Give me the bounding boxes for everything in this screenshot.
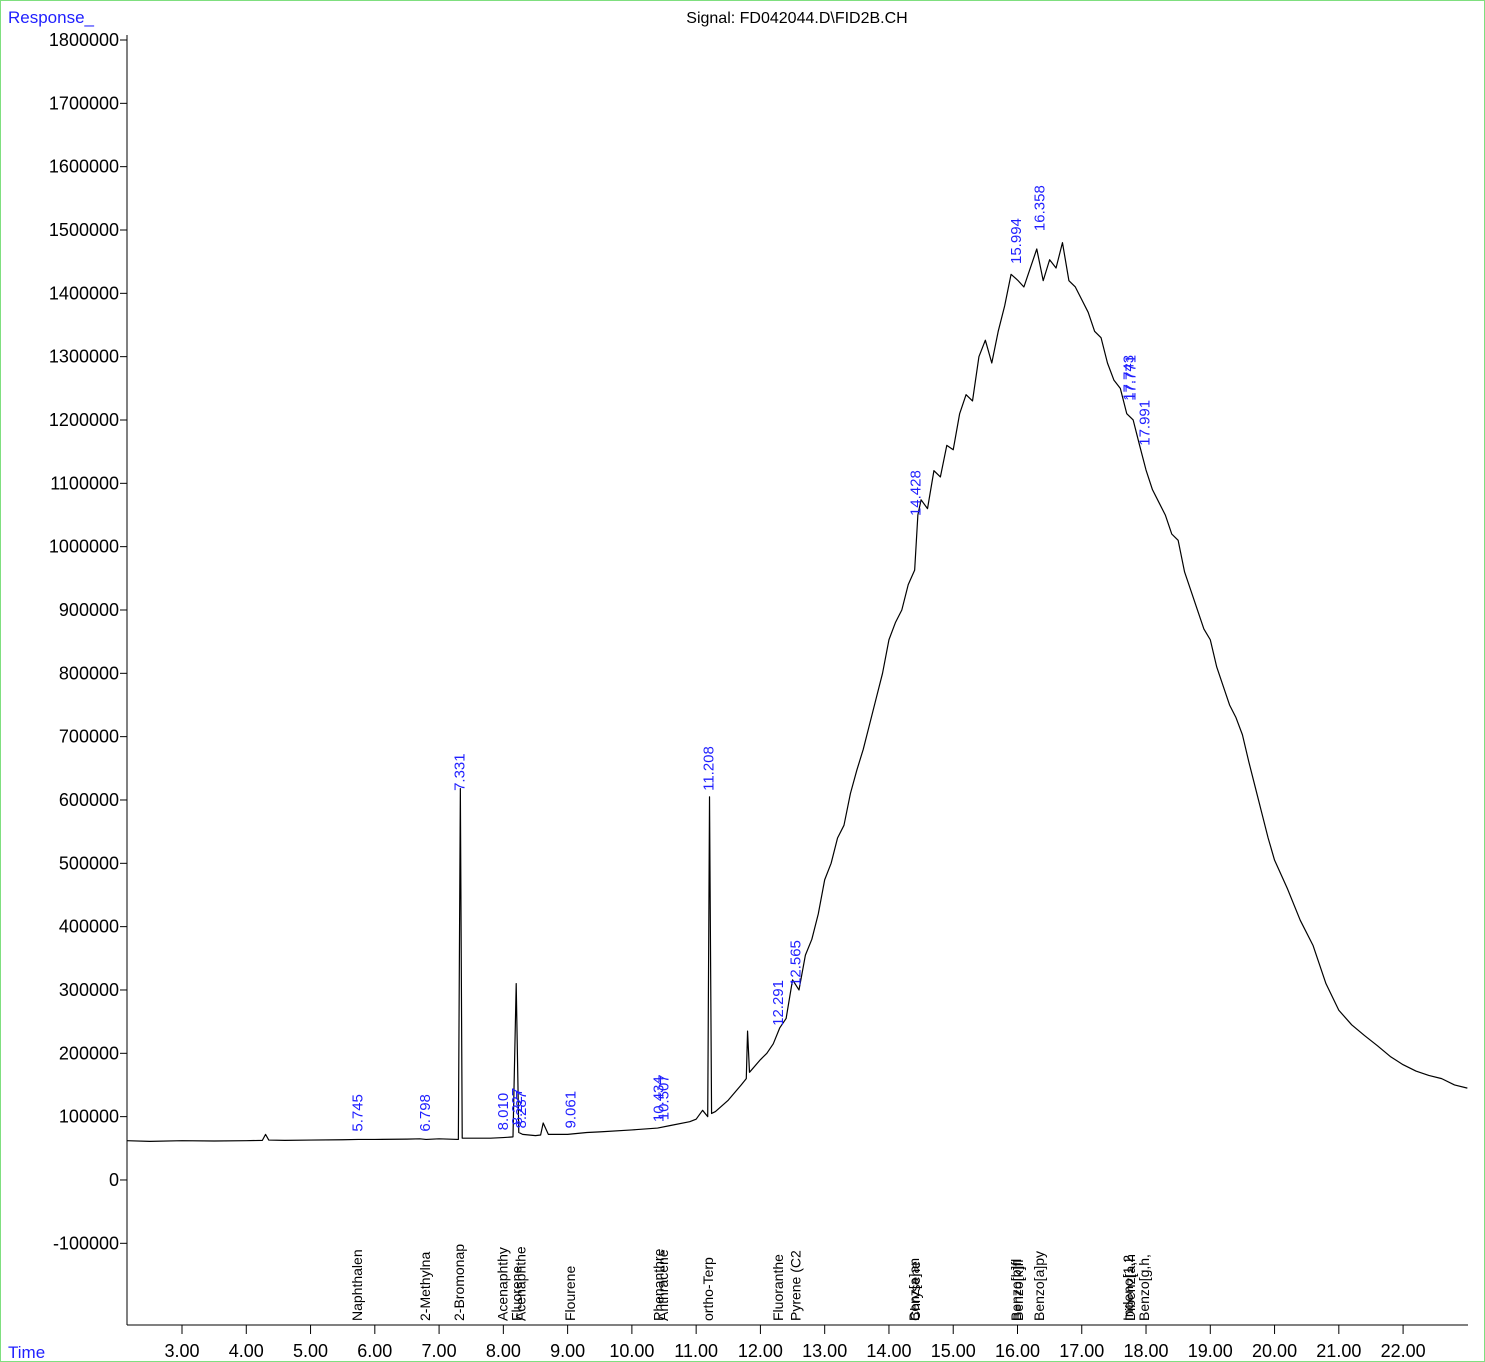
peak-label: 8.010 [495,1093,512,1131]
compound-name: Fluoranthe [770,1254,786,1321]
y-tick-label: 500000 [59,853,119,873]
peak-label: 17.991 [1136,400,1153,446]
compound-name: Benzo[a]py [1031,1251,1047,1321]
compound-name: Anthracene [655,1249,671,1321]
x-tick-label: 13.00 [802,1341,847,1361]
x-tick-label: 12.00 [738,1341,783,1361]
peak-label: 6.798 [417,1094,434,1132]
compound-name: Acenaphthe [512,1246,528,1321]
y-tick-label: 200000 [59,1043,119,1063]
x-tick-label: 18.00 [1123,1341,1168,1361]
peak-label: 7.331 [451,753,468,791]
y-tick-label: 1500000 [49,220,119,240]
peak-label: 12.291 [770,980,787,1026]
compound-name: Chrysene [907,1261,923,1321]
compound-name: Benzo[k]fl [1010,1260,1026,1321]
x-tick-label: 22.00 [1381,1341,1426,1361]
y-tick-label: 100000 [59,1107,119,1127]
compound-name: Benz[a]an [906,1258,922,1321]
peak-label: 9.061 [563,1091,580,1129]
peak-label: 8.227 [509,1088,526,1126]
compound-name: ortho-Terp [700,1257,716,1321]
y-tick-label: 1600000 [49,157,119,177]
y-tick-label: 1000000 [49,537,119,557]
compound-name: Indeno[1,2 [1120,1255,1136,1321]
y-tick-label: 1800000 [49,30,119,50]
x-tick-label: 21.00 [1316,1341,1361,1361]
x-tick-label: 6.00 [357,1341,392,1361]
y-tick-label: 1700000 [49,93,119,113]
y-tick-label: 300000 [59,980,119,1000]
compound-name: Phenanthre [650,1248,666,1321]
peak-label: 15.994 [1008,218,1025,264]
x-tick-label: 16.00 [995,1341,1040,1361]
x-tick-label: 5.00 [293,1341,328,1361]
y-axis-label: Response_ [8,8,95,27]
peak-label: 17.771 [1122,355,1139,401]
x-axis-label: Time [8,1343,45,1362]
peak-label: 10.507 [655,1074,672,1120]
x-tick-label: 7.00 [422,1341,457,1361]
compound-name: Benzo[b]fl [1008,1259,1024,1321]
peak-label: 5.745 [349,1094,366,1132]
compound-name: Benzo[g,h, [1136,1254,1152,1321]
y-tick-label: 1100000 [50,473,119,493]
y-tick-label: 1400000 [49,283,119,303]
y-tick-label: 0 [109,1170,119,1190]
peak-label: 17.743 [1120,355,1137,401]
peak-label: 14.428 [907,470,924,516]
compound-name: Acenaphthy [495,1247,511,1321]
y-tick-label: 800000 [59,663,119,683]
x-tick-label: 19.00 [1188,1341,1233,1361]
y-tick-label: -100000 [53,1233,119,1253]
peak-label: 11.208 [700,746,717,791]
y-tick-label: 600000 [59,790,119,810]
x-tick-label: 14.00 [866,1341,911,1361]
peak-label: 8.287 [513,1091,530,1129]
compound-name: Naphthalen [349,1249,365,1321]
y-tick-label: 400000 [59,917,119,937]
compound-name: Flourene [562,1266,578,1321]
x-tick-label: 15.00 [931,1341,976,1361]
y-tick-label: 900000 [59,600,119,620]
x-tick-label: 8.00 [486,1341,521,1361]
chart-title: Signal: FD042044.D\FID2B.CH [686,10,907,27]
compound-name: Pyrene (C2 [787,1250,803,1321]
x-tick-label: 10.00 [609,1341,654,1361]
x-tick-label: 11.00 [674,1341,718,1361]
peak-label: 10.434 [651,1076,668,1122]
x-tick-label: 3.00 [164,1341,199,1361]
y-tick-label: 1300000 [49,347,119,367]
compound-name: 2-Bromonap [451,1244,467,1321]
y-tick-label: 700000 [59,727,119,747]
peak-label: 12.565 [788,940,805,986]
x-tick-label: 4.00 [229,1341,264,1361]
x-tick-label: 20.00 [1252,1341,1297,1361]
compound-name: 2-Methylna [417,1252,433,1321]
signal-trace [126,242,1468,1142]
x-tick-label: 17.00 [1059,1341,1104,1361]
x-tick-label: 9.00 [550,1341,585,1361]
y-tick-label: 1200000 [49,410,119,430]
peak-label: 16.358 [1031,185,1048,231]
compound-name: Fluorene [509,1266,525,1321]
compound-name: Dibenz[a,h [1122,1254,1138,1321]
